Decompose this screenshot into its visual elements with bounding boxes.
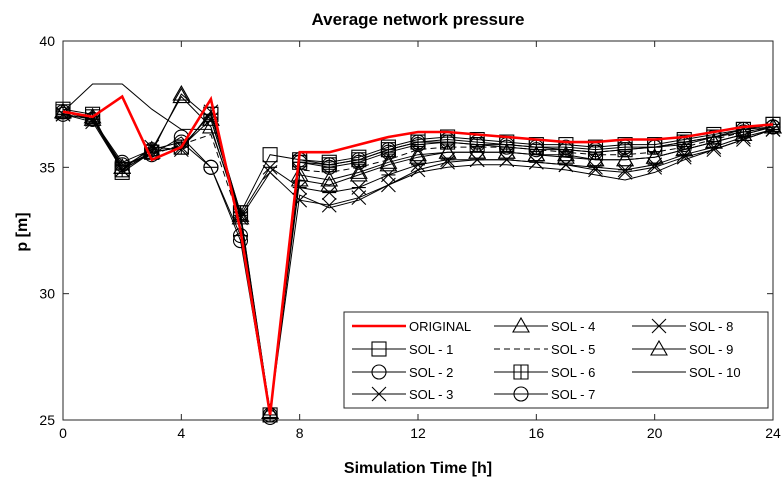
x-tick-label: 4 (177, 425, 185, 441)
data-point-marker (83, 110, 102, 126)
legend-entry-label: SOL - 6 (551, 365, 595, 380)
data-point-marker (113, 158, 132, 174)
x-tick-label: 16 (529, 425, 545, 441)
data-point-marker (645, 148, 664, 164)
legend-marker (371, 341, 387, 357)
data-point-marker (410, 157, 426, 173)
y-tick-label: 35 (39, 159, 55, 175)
legend-marker (651, 318, 667, 334)
legend-marker (650, 339, 668, 356)
legend-entry-label: SOL - 4 (551, 319, 595, 334)
data-point-marker (320, 175, 339, 192)
legend-entry-label: SOL - 8 (689, 319, 733, 334)
y-tick-label: 30 (39, 286, 55, 302)
data-point-marker (290, 165, 309, 182)
legend-entry-label: SOL - 2 (409, 365, 453, 380)
legend-marker (371, 386, 387, 402)
data-point-marker (54, 102, 72, 119)
data-point-marker (320, 170, 339, 187)
x-tick-label: 20 (647, 425, 663, 441)
data-point-marker (588, 159, 603, 175)
data-point-marker (528, 142, 544, 158)
legend-marker (513, 386, 529, 402)
data-point-marker (617, 162, 633, 178)
data-point-marker (734, 125, 753, 142)
data-point-marker (351, 154, 367, 170)
legend-entry-label: SOL - 7 (551, 387, 595, 402)
series-sol-9 (54, 87, 782, 419)
data-point-marker (617, 142, 633, 158)
data-point-marker (262, 147, 278, 163)
data-point-marker (440, 134, 456, 150)
x-tick-label: 24 (765, 425, 781, 441)
data-point-marker (617, 164, 633, 180)
legend-entry-label: SOL - 9 (689, 342, 733, 357)
data-point-marker (55, 106, 71, 122)
y-tick-label: 25 (39, 412, 55, 428)
data-point-marker (556, 145, 575, 162)
series-line (62, 95, 774, 413)
data-point-marker (647, 157, 663, 173)
data-point-marker (349, 163, 368, 179)
series-line (62, 94, 774, 416)
data-point-marker (499, 139, 515, 155)
data-point-marker (172, 87, 191, 104)
data-point-marker (616, 150, 635, 167)
data-point-marker (379, 153, 398, 169)
data-point-marker (468, 143, 487, 159)
y-tick-label: 40 (39, 33, 55, 49)
legend-entry-label: SOL - 1 (409, 342, 453, 357)
legend-entry-label: ORIGINAL (409, 319, 471, 334)
data-point-marker (409, 145, 427, 162)
legend-box (343, 311, 769, 409)
series-line (62, 83, 774, 413)
data-point-marker (527, 145, 546, 162)
x-tick-label: 0 (59, 425, 67, 441)
legend-marker (513, 364, 529, 380)
data-point-marker (201, 117, 220, 134)
data-point-marker (203, 159, 219, 175)
data-point-marker (321, 185, 337, 200)
x-tick-label: 8 (296, 425, 304, 441)
legend-marker (371, 364, 387, 380)
data-point-marker (736, 129, 751, 145)
legend-entry-label: SOL - 3 (409, 387, 453, 402)
data-point-marker (647, 159, 663, 175)
data-point-marker (381, 167, 396, 183)
data-point-marker (380, 144, 396, 160)
data-point-marker (556, 148, 575, 164)
data-point-marker (321, 197, 337, 213)
x-tick-label: 12 (410, 425, 426, 441)
x-axis-label: Simulation Time [h] (344, 460, 492, 477)
data-point-marker (647, 139, 663, 155)
data-point-marker (321, 159, 337, 175)
y-axis-label: p [m] (14, 212, 31, 251)
data-point-marker (351, 180, 367, 195)
data-point-marker (440, 152, 455, 168)
data-point-marker (172, 84, 191, 101)
data-point-marker (675, 140, 694, 157)
data-point-marker (261, 403, 280, 419)
legend-marker (512, 316, 530, 333)
data-point-marker (497, 143, 516, 159)
data-point-marker (114, 162, 130, 178)
series-sol-10 (62, 83, 774, 413)
legend: ORIGINAL SOL - 1 SOL - 2 SOL - 3 SOL - 4 SOL … (343, 311, 769, 409)
series-original (62, 94, 774, 416)
data-point-marker (438, 143, 457, 159)
data-point-marker (262, 159, 278, 175)
legend-entry-label: SOL - 10 (689, 365, 741, 380)
chart-title: Average network pressure (312, 10, 525, 29)
legend-entry-label: SOL - 5 (551, 342, 595, 357)
data-point-marker (586, 150, 605, 167)
data-point-marker (410, 137, 426, 153)
